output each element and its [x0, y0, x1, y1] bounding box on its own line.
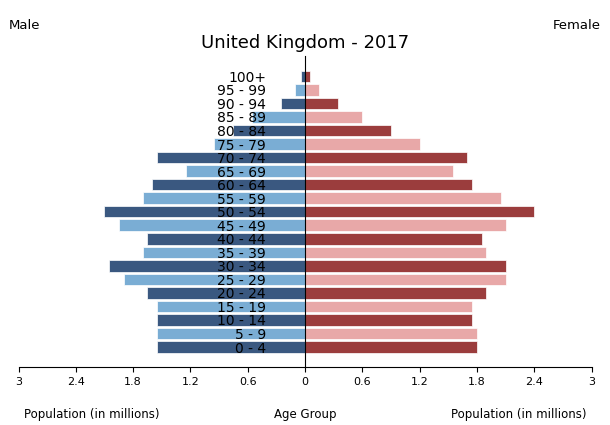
Bar [305, 165, 453, 177]
Bar [305, 260, 506, 272]
Bar [305, 341, 477, 353]
Bar [157, 314, 305, 326]
Bar [185, 165, 305, 177]
Bar [305, 152, 467, 163]
Bar [148, 233, 305, 244]
Text: Female: Female [553, 19, 601, 32]
Bar [305, 274, 506, 285]
Bar [143, 193, 305, 204]
Bar [157, 341, 305, 353]
Bar [305, 206, 534, 218]
Bar [305, 179, 472, 190]
Bar [152, 179, 305, 190]
Text: Population (in millions): Population (in millions) [24, 408, 159, 421]
Text: Population (in millions): Population (in millions) [451, 408, 586, 421]
Bar [305, 300, 472, 312]
Bar [305, 233, 482, 244]
Bar [305, 246, 486, 258]
Title: United Kingdom - 2017: United Kingdom - 2017 [201, 34, 409, 52]
Bar [253, 111, 305, 123]
Bar [305, 193, 501, 204]
Bar [281, 98, 305, 109]
Bar [305, 328, 477, 339]
Text: Male: Male [9, 19, 41, 32]
Bar [295, 84, 305, 96]
Bar [305, 125, 391, 136]
Bar [109, 260, 305, 272]
Bar [305, 111, 362, 123]
Bar [305, 84, 319, 96]
Bar [104, 206, 305, 218]
Bar [305, 71, 310, 82]
Bar [305, 98, 339, 109]
Bar [305, 138, 420, 150]
Bar [157, 328, 305, 339]
Bar [143, 246, 305, 258]
Bar [305, 219, 506, 231]
Bar [157, 300, 305, 312]
Bar [119, 219, 305, 231]
Bar [214, 138, 305, 150]
Bar [305, 287, 486, 299]
Bar [301, 71, 305, 82]
Bar [305, 314, 472, 326]
Bar [148, 287, 305, 299]
Bar [157, 152, 305, 163]
Bar [234, 125, 305, 136]
Bar [124, 274, 305, 285]
Text: Age Group: Age Group [274, 408, 336, 421]
